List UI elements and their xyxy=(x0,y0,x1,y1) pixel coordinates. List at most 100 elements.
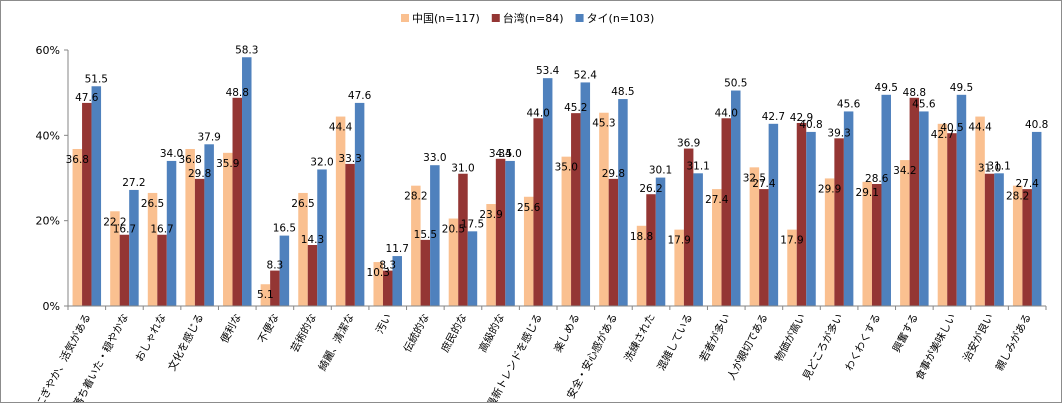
bar[interactable] xyxy=(533,118,543,307)
bar[interactable] xyxy=(72,148,83,306)
bar[interactable] xyxy=(194,178,205,306)
bar[interactable] xyxy=(505,160,515,306)
legend-entry-label: 台湾(n=84) xyxy=(503,11,564,25)
bar[interactable] xyxy=(147,192,158,306)
bar[interactable] xyxy=(467,231,478,306)
bar[interactable] xyxy=(909,97,920,306)
bar[interactable] xyxy=(129,189,139,306)
bar[interactable] xyxy=(119,234,130,306)
bar[interactable] xyxy=(185,148,195,306)
data-label: 17.5 xyxy=(461,218,484,230)
data-label: 36.9 xyxy=(677,138,700,150)
bar[interactable] xyxy=(392,256,402,306)
bar[interactable] xyxy=(636,225,647,306)
legend-swatch xyxy=(575,14,584,22)
bar[interactable] xyxy=(430,165,440,306)
data-label: 25.6 xyxy=(517,202,541,214)
bar[interactable] xyxy=(204,144,214,306)
bar[interactable] xyxy=(354,102,365,306)
legend-entry-label: 中国(n=117) xyxy=(412,12,480,25)
data-label: 51.5 xyxy=(85,73,108,85)
category-label: 芸術的な xyxy=(288,311,319,354)
bar[interactable] xyxy=(260,284,271,306)
bar[interactable] xyxy=(787,229,797,306)
bar[interactable] xyxy=(646,194,656,306)
bar[interactable] xyxy=(947,133,957,306)
bar[interactable] xyxy=(270,270,280,306)
bar[interactable] xyxy=(166,160,177,306)
bar[interactable] xyxy=(411,185,421,306)
data-label: 10.3 xyxy=(367,267,390,279)
bar[interactable] xyxy=(994,173,1004,306)
category-label: おしゃれな xyxy=(133,312,168,364)
bar[interactable] xyxy=(956,94,967,306)
bar[interactable] xyxy=(655,177,666,306)
category-label: 汚い xyxy=(373,311,394,336)
category-label: 不便な xyxy=(255,311,281,345)
data-label: 29.8 xyxy=(602,168,625,180)
bar[interactable] xyxy=(542,78,553,306)
bar[interactable] xyxy=(919,111,929,306)
bar[interactable] xyxy=(91,86,102,307)
bar[interactable] xyxy=(571,113,581,306)
bar[interactable] xyxy=(693,173,703,306)
bar[interactable] xyxy=(486,204,496,306)
data-label: 44.4 xyxy=(968,122,992,134)
bar[interactable] xyxy=(317,169,327,306)
category-label: 興奮する xyxy=(890,311,921,354)
bar[interactable] xyxy=(1031,131,1042,306)
bar[interactable] xyxy=(232,97,243,306)
bar[interactable] xyxy=(110,211,120,306)
bar[interactable] xyxy=(580,82,591,306)
bar[interactable] xyxy=(862,181,872,306)
bar[interactable] xyxy=(975,116,985,306)
bar[interactable] xyxy=(373,262,383,306)
bar[interactable] xyxy=(1012,185,1023,306)
bar[interactable] xyxy=(618,99,628,306)
bar[interactable] xyxy=(608,178,619,306)
bar[interactable] xyxy=(307,244,318,306)
bar[interactable] xyxy=(279,235,290,306)
bar[interactable] xyxy=(749,167,760,306)
bar[interactable] xyxy=(599,112,609,306)
bar[interactable] xyxy=(768,123,779,307)
bar[interactable] xyxy=(683,148,694,306)
bar[interactable] xyxy=(984,173,995,306)
data-label: 49.5 xyxy=(950,82,973,94)
bar[interactable] xyxy=(458,173,468,306)
data-label: 29.1 xyxy=(856,187,879,199)
bar[interactable] xyxy=(937,123,948,307)
bar[interactable] xyxy=(721,118,732,307)
data-label: 18.8 xyxy=(630,231,653,243)
bar[interactable] xyxy=(834,138,844,306)
bar[interactable] xyxy=(523,196,534,306)
bar[interactable] xyxy=(824,178,835,306)
bar[interactable] xyxy=(843,111,854,306)
bar[interactable] xyxy=(806,131,816,306)
y-tick-label: 0% xyxy=(43,300,60,313)
bar[interactable] xyxy=(561,156,572,306)
data-label: 32.0 xyxy=(310,156,333,168)
bar[interactable] xyxy=(881,94,891,306)
bar[interactable] xyxy=(796,122,807,307)
bar[interactable] xyxy=(731,90,741,307)
bar[interactable] xyxy=(448,218,459,306)
bar[interactable] xyxy=(759,189,769,306)
bar[interactable] xyxy=(298,192,308,306)
bar[interactable] xyxy=(420,239,431,306)
bar[interactable] xyxy=(712,189,722,306)
bar[interactable] xyxy=(335,116,346,306)
bar[interactable] xyxy=(495,158,506,306)
data-label: 44.0 xyxy=(715,107,738,119)
bar[interactable] xyxy=(242,57,252,307)
bar[interactable] xyxy=(382,270,393,306)
bar[interactable] xyxy=(223,152,233,306)
bar[interactable] xyxy=(82,102,92,306)
bar[interactable] xyxy=(900,160,910,306)
bar[interactable] xyxy=(345,163,355,306)
bar[interactable] xyxy=(674,229,684,306)
bar[interactable] xyxy=(1022,189,1032,306)
bar[interactable] xyxy=(157,234,167,306)
bar[interactable] xyxy=(871,183,882,306)
